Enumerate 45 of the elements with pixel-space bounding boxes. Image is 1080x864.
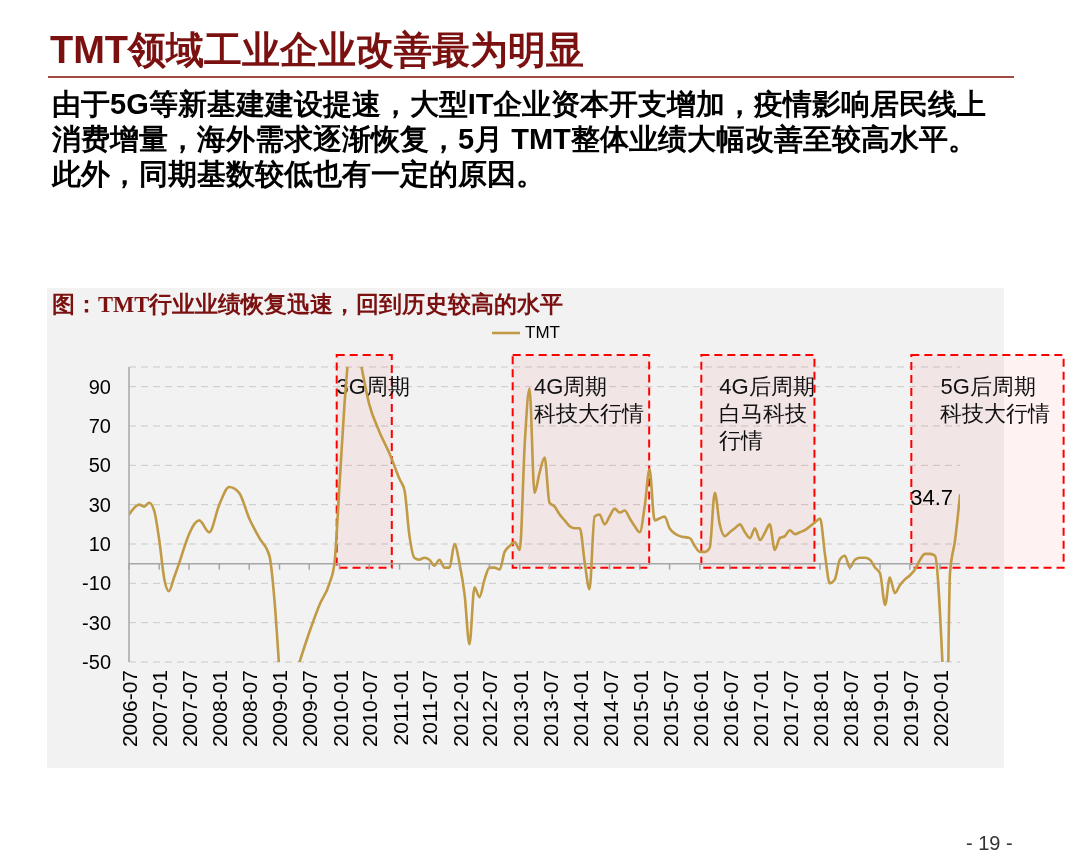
legend-label: TMT xyxy=(525,323,560,343)
x-tick-label: 2006-07 xyxy=(117,670,141,748)
x-tick-label: 2010-07 xyxy=(357,670,381,748)
chart-subtitle: 由于5G等新基建建设提速，大型IT企业资本开支增加，疫情影响居民线上消费增量，海外需求逐渐恢复，5月 TMT整体业绩大幅改善至较高水平。此外，同期基数较低也有一定的原因。 xyxy=(52,87,988,192)
text: 图：TMT行业业绩恢复迅速，回到历史较高的水平 xyxy=(52,291,564,319)
text: - 19 - xyxy=(966,832,1013,855)
x-tick-label: 2015-07 xyxy=(658,670,682,748)
x-tick-label: 2012-01 xyxy=(448,670,472,748)
x-tick-label: 2013-07 xyxy=(538,670,562,748)
x-tick-label: 2018-01 xyxy=(808,670,832,748)
x-tick-label: 2017-07 xyxy=(778,670,802,748)
x-tick-label: 2011-07 xyxy=(417,670,441,746)
x-tick-label: 2009-01 xyxy=(267,670,291,748)
x-tick-label: 2007-07 xyxy=(177,670,201,748)
x-tick-label: 2010-01 xyxy=(328,670,351,748)
x-tick-label: 2011-01 xyxy=(388,670,412,746)
x-tick-label: 2015-01 xyxy=(628,670,652,748)
x-tick-label: 2019-01 xyxy=(868,670,892,748)
band-label: 5G后周期科技大行情 xyxy=(940,373,1051,426)
band-label: 4G后周期白马科技行情 xyxy=(719,373,815,453)
band-label: 4G周期科技大行情 xyxy=(533,373,644,426)
y-tick-label: 10 xyxy=(88,533,111,556)
x-tick-label: 2017-01 xyxy=(748,670,772,748)
y-tick-label: -30 xyxy=(82,611,111,634)
x-tick-label: 2007-01 xyxy=(147,670,171,748)
x-tick-label: 2012-07 xyxy=(477,670,501,748)
x-tick-label: 2014-01 xyxy=(568,670,592,748)
x-tick-label: 2020-01 xyxy=(928,670,952,748)
x-tick-label: 2008-01 xyxy=(207,670,231,748)
y-tick-label: -50 xyxy=(82,651,111,674)
annotation: 34.7 xyxy=(910,484,953,510)
y-tick-label: 90 xyxy=(88,375,111,398)
y-tick-label: 70 xyxy=(88,415,111,438)
x-tick-label: 2019-07 xyxy=(898,670,922,748)
x-tick-label: 2013-01 xyxy=(508,670,532,748)
x-tick-label: 2014-07 xyxy=(598,670,622,748)
x-tick-label: 2016-01 xyxy=(688,670,712,748)
x-tick-label: 2016-07 xyxy=(718,670,742,748)
x-tick-label: 2009-07 xyxy=(297,670,321,748)
y-tick-label: -10 xyxy=(82,572,111,595)
x-tick-label: 2008-07 xyxy=(237,670,261,748)
y-tick-label: 30 xyxy=(88,493,111,516)
x-tick-label: 2018-07 xyxy=(838,670,862,748)
chart-title: TMT领域工业企业改善最为明显 xyxy=(48,26,1014,78)
y-tick-label: 50 xyxy=(88,454,111,477)
